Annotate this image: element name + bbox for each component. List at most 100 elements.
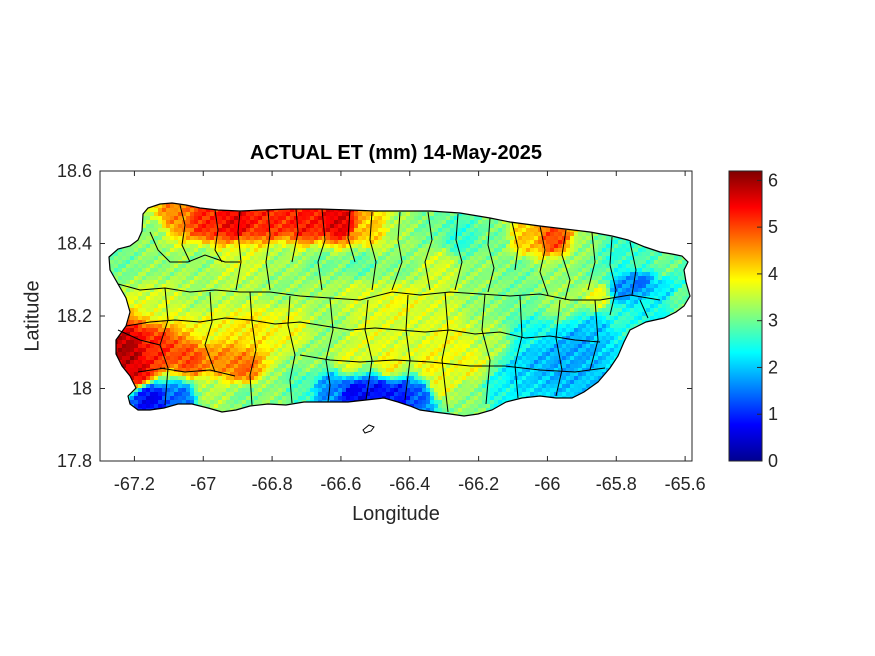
heatmap-cell	[290, 260, 295, 265]
heatmap-cell	[670, 300, 675, 305]
heatmap-cell	[486, 304, 491, 309]
heatmap-cell	[302, 304, 307, 309]
heatmap-cell	[538, 320, 543, 325]
heatmap-cell	[406, 316, 411, 321]
heatmap-cell	[606, 308, 611, 313]
heatmap-cell	[170, 300, 175, 305]
heatmap-cell	[202, 304, 207, 309]
heatmap-cell	[426, 216, 431, 221]
heatmap-cell	[550, 288, 555, 293]
heatmap-cell	[150, 312, 155, 317]
heatmap-cell	[638, 284, 643, 289]
heatmap-cell	[210, 300, 215, 305]
heatmap-cell	[498, 240, 503, 245]
heatmap-cell	[390, 260, 395, 265]
heatmap-cell	[278, 292, 283, 297]
heatmap-cell	[318, 308, 323, 313]
heatmap-cell	[434, 244, 439, 249]
heatmap-cell	[406, 212, 411, 217]
heatmap-cell	[638, 308, 643, 313]
heatmap-cell	[202, 220, 207, 225]
heatmap-cell	[130, 296, 135, 301]
heatmap-cell	[338, 332, 343, 337]
heatmap-cell	[278, 216, 283, 221]
heatmap-cell	[178, 304, 183, 309]
heatmap-cell	[562, 256, 567, 261]
heatmap-cell	[322, 328, 327, 333]
heatmap-cell	[314, 276, 319, 281]
heatmap-cell	[518, 244, 523, 249]
heatmap-cell	[142, 280, 147, 285]
heatmap-cell	[166, 260, 171, 265]
heatmap-cell	[162, 236, 167, 241]
heatmap-cell	[458, 284, 463, 289]
heatmap-cell	[474, 308, 479, 313]
heatmap-cell	[174, 328, 179, 333]
heatmap-cell	[154, 260, 159, 265]
heatmap-cell	[382, 244, 387, 249]
heatmap-cell	[606, 256, 611, 261]
heatmap-cell	[354, 248, 359, 253]
heatmap-cell	[674, 284, 679, 289]
heatmap-cell	[566, 236, 571, 241]
heatmap-cell	[422, 316, 427, 321]
heatmap-cell	[174, 332, 179, 337]
heatmap-cell	[610, 260, 615, 265]
heatmap-cell	[430, 284, 435, 289]
heatmap-cell	[226, 244, 231, 249]
heatmap-cell	[574, 320, 579, 325]
heatmap-cell	[166, 240, 171, 245]
heatmap-cell	[254, 212, 259, 217]
heatmap-cell	[202, 268, 207, 273]
heatmap-cell	[262, 252, 267, 257]
heatmap-cell	[250, 268, 255, 273]
heatmap-cell	[602, 244, 607, 249]
heatmap-cell	[306, 216, 311, 221]
heatmap-cell	[206, 272, 211, 277]
heatmap-cell	[446, 308, 451, 313]
heatmap-cell	[202, 260, 207, 265]
heatmap-cell	[114, 268, 119, 273]
heatmap-cell	[598, 324, 603, 329]
heatmap-cell	[178, 284, 183, 289]
heatmap-cell	[498, 272, 503, 277]
heatmap-cell	[534, 268, 539, 273]
heatmap-cell	[566, 244, 571, 249]
heatmap-cell	[334, 288, 339, 293]
heatmap-cell	[366, 232, 371, 237]
heatmap-cell	[218, 240, 223, 245]
heatmap-cell	[290, 248, 295, 253]
heatmap-cell	[274, 328, 279, 333]
heatmap-cell	[578, 240, 583, 245]
heatmap-cell	[238, 296, 243, 301]
heatmap-cell	[154, 208, 159, 213]
heatmap-cell	[510, 228, 515, 233]
heatmap-cell	[442, 240, 447, 245]
heatmap-cell	[506, 232, 511, 237]
heatmap-cell	[130, 244, 135, 249]
heatmap-cell	[550, 272, 555, 277]
heatmap-cell	[614, 260, 619, 265]
heatmap-cell	[282, 248, 287, 253]
heatmap-cell	[230, 312, 235, 317]
heatmap-cell	[566, 292, 571, 297]
heatmap-cell	[498, 260, 503, 265]
heatmap-cell	[634, 256, 639, 261]
heatmap-cell	[522, 232, 527, 237]
heatmap-cell	[242, 312, 247, 317]
heatmap-cell	[478, 272, 483, 277]
heatmap-cell	[294, 232, 299, 237]
heatmap-cell	[414, 240, 419, 245]
heatmap-cell	[206, 292, 211, 297]
heatmap-cell	[410, 324, 415, 329]
heatmap-cell	[386, 216, 391, 221]
heatmap-cell	[666, 288, 671, 293]
heatmap-cell	[686, 292, 690, 297]
heatmap-cell	[318, 324, 323, 329]
heatmap-cell	[122, 252, 127, 257]
heatmap-cell	[126, 288, 131, 293]
heatmap-cell	[554, 252, 559, 257]
heatmap-cell	[250, 216, 255, 221]
heatmap-cell	[170, 220, 175, 225]
heatmap-cell	[458, 300, 463, 305]
